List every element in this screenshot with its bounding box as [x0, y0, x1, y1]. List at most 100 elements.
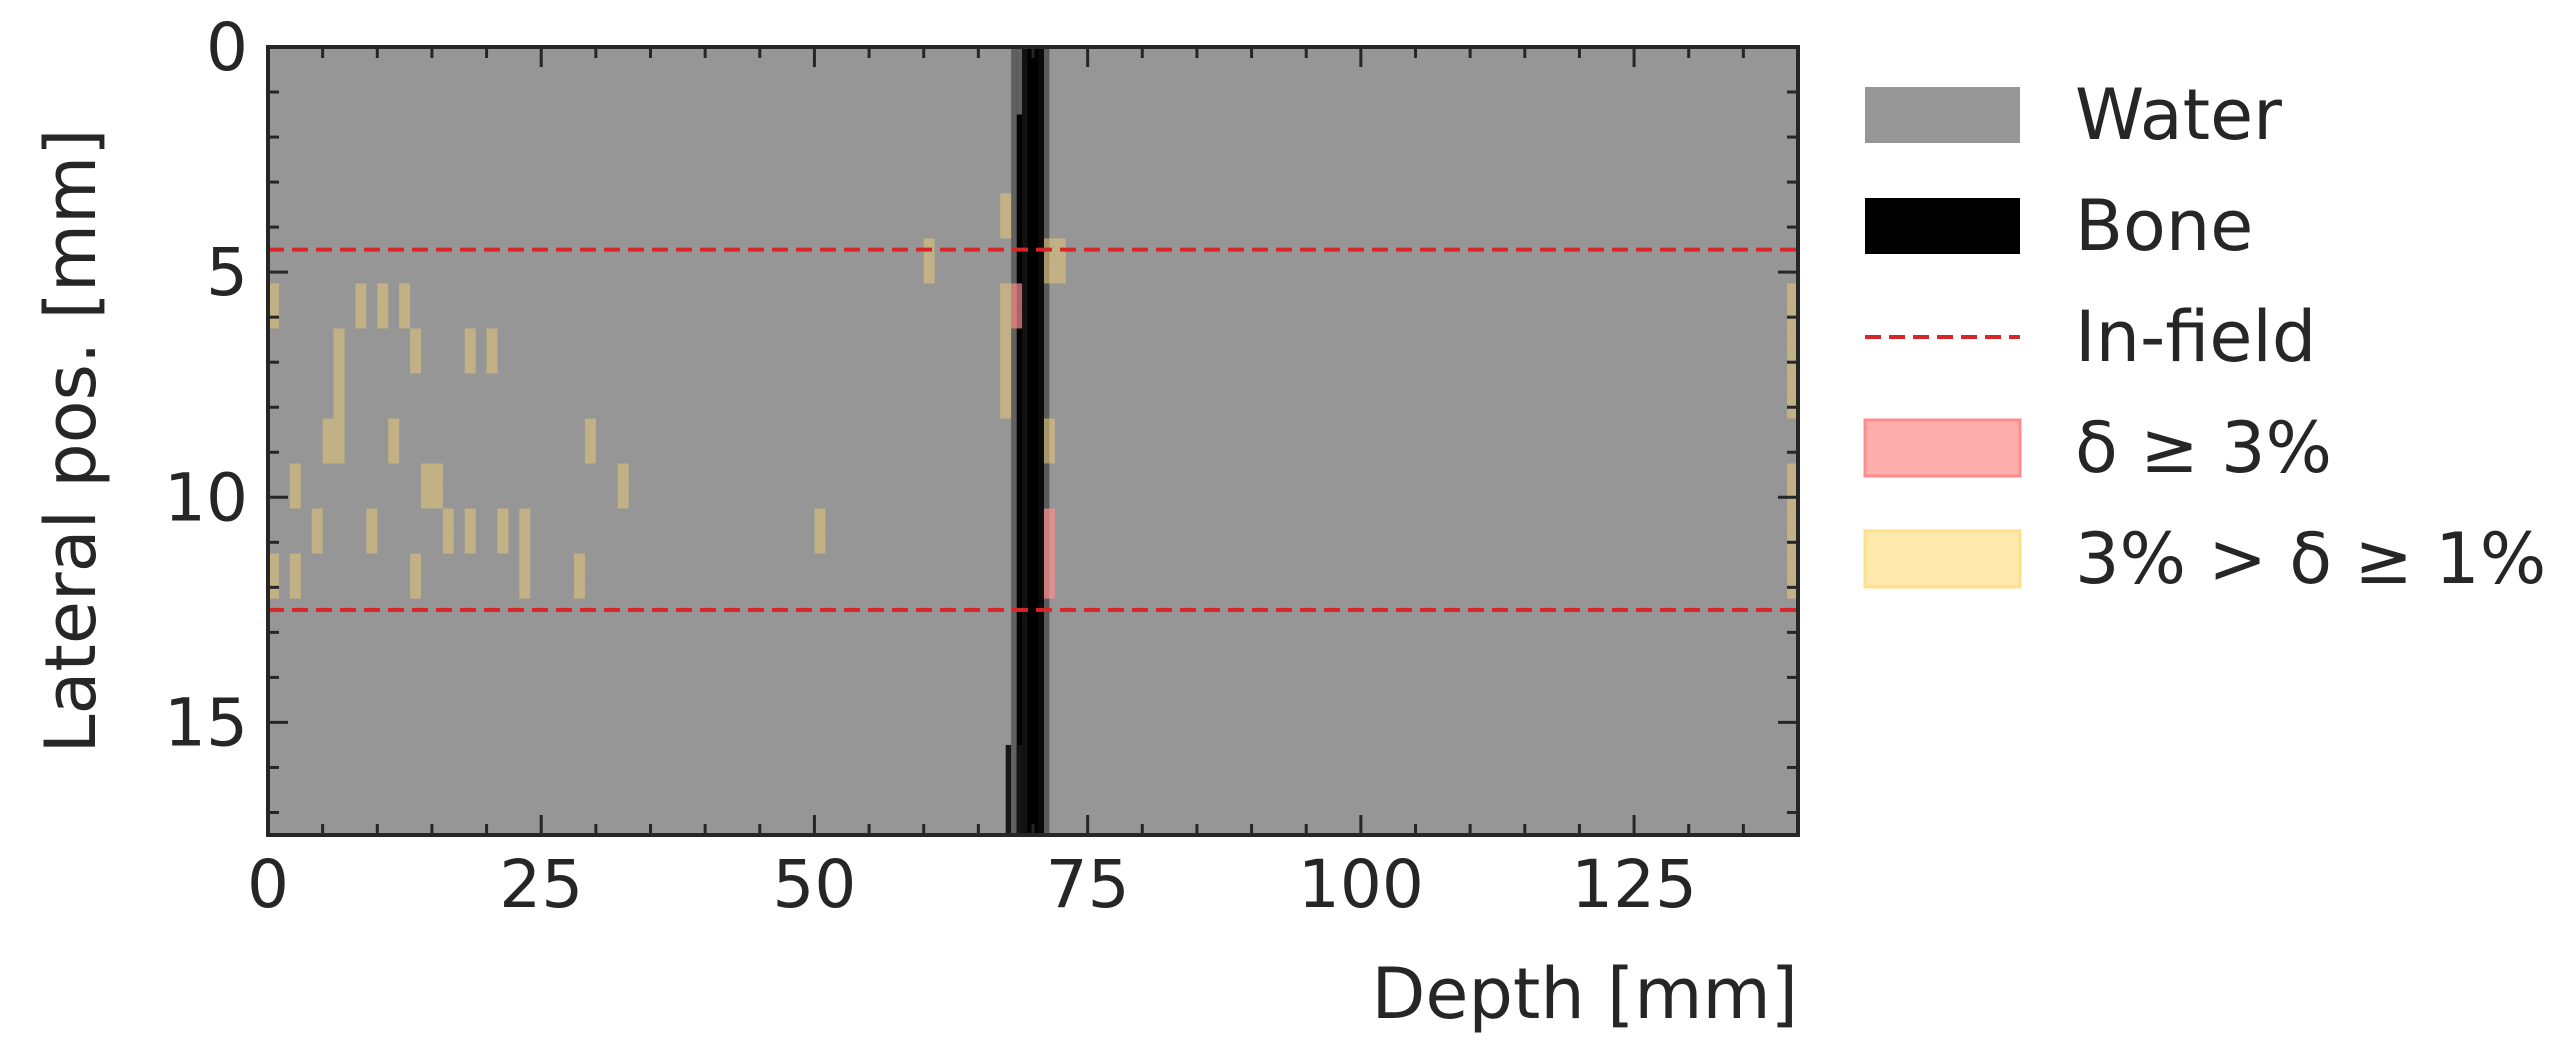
delta-1-3pct-cell [333, 350, 345, 374]
delta-1-3pct-cell [617, 486, 629, 509]
legend-entry: δ ≥ 3% [1863, 407, 2332, 489]
delta-1-3pct-cell [431, 486, 443, 509]
delta-1-3pct-cell [519, 576, 531, 599]
delta-1-3pct-cell [519, 531, 531, 554]
delta-1-3pct-cell [1000, 395, 1012, 419]
x-axis-title: Depth [mm] [1372, 953, 1798, 1035]
delta-1-3pct-cell [333, 418, 345, 441]
legend-entry: Bone [1865, 185, 2253, 267]
legend-label: In-field [2075, 296, 2316, 378]
delta-1-3pct-cell [355, 283, 367, 306]
delta-1-3pct-cell [814, 508, 826, 532]
in-field-lines [268, 247, 1798, 612]
delta-ge-3pct-cell [1043, 576, 1055, 599]
delta-1-3pct-cell [399, 305, 411, 329]
interface-column [1016, 47, 1023, 115]
delta-1-3pct-cell [1000, 283, 1012, 306]
delta-1-3pct-cell [584, 441, 596, 464]
delta-1-3pct-cell [464, 328, 476, 351]
delta-ge-3pct-cell [1043, 531, 1055, 554]
delta-1-3pct-cell [268, 553, 279, 577]
x-tick-label: 100 [1298, 846, 1424, 923]
delta-1-3pct-cell [289, 576, 301, 599]
delta-1-3pct-cell [268, 283, 279, 306]
delta-1-3pct-cell [1787, 508, 1798, 532]
y-axis-title: Lateral pos. [mm] [30, 128, 112, 753]
delta-1-3pct-cell [410, 328, 421, 351]
legend-swatch-patch [1863, 418, 2022, 478]
delta-1-3pct-cell [322, 441, 334, 464]
legend: Water Bone In-field δ ≥ 3% 3% > δ ≥ 1% [1863, 74, 2546, 600]
delta-1-3pct-cell [1054, 260, 1066, 284]
delta-1-3pct-cell [410, 576, 421, 599]
delta-1-3pct-cell [464, 531, 476, 554]
axis-tick-labels: 0 25 50 75 100 125 0 5 10 15 [164, 9, 1697, 923]
y-tick-label: 15 [164, 684, 248, 761]
x-tick-label: 25 [499, 846, 583, 923]
delta-1-3pct-cell [519, 508, 531, 532]
interface-column [1022, 47, 1028, 835]
delta-1-3pct-cell [1000, 305, 1012, 329]
interface-column [1011, 47, 1017, 835]
legend-label: δ ≥ 3% [2075, 407, 2332, 489]
plot-area [268, 47, 1798, 835]
legend-label: Bone [2075, 185, 2253, 267]
delta-1-3pct-cell [1000, 328, 1012, 351]
delta-1-3pct-cell [366, 531, 378, 554]
delta-1-3pct-cell [421, 463, 432, 487]
delta-1-3pct-cell [1787, 553, 1798, 577]
delta-1-3pct-cell [333, 441, 345, 464]
delta-1-3pct-cell [1787, 373, 1798, 396]
axis-ticks [266, 45, 1800, 835]
delta-1-3pct-cell [388, 441, 400, 464]
delta-1-3pct-cell [923, 260, 935, 284]
delta-1-3pct-cell [377, 283, 389, 306]
delta-1-3pct-cell [388, 418, 400, 441]
delta-1-3pct-cell [1043, 418, 1055, 441]
delta-ge-3pct-cell [1011, 283, 1023, 306]
delta-1-3pct-cell [486, 328, 498, 351]
legend-label: Water [2075, 74, 2282, 156]
legend-swatch-patch [1865, 198, 2020, 254]
y-tick-label: 10 [164, 459, 248, 536]
delta-1-3pct-cell [289, 463, 301, 487]
legend-entry: In-field [1865, 296, 2316, 378]
delta-1-3pct-cell [617, 463, 629, 487]
delta-1-3pct-cell [289, 553, 301, 577]
delta-1-3pct-cell [464, 508, 476, 532]
delta-1-3pct-cell [442, 508, 454, 532]
x-tick-label: 125 [1571, 846, 1697, 923]
x-tick-label: 0 [247, 846, 289, 923]
delta-1-3pct-cell [1787, 463, 1798, 487]
material-layer [268, 47, 1798, 835]
delta-ge-3pct-cell [1011, 305, 1023, 329]
delta-1-3pct-cell [333, 395, 345, 419]
delta-1-3pct-cell [574, 576, 585, 599]
delta-1-3pct-cell [333, 328, 345, 351]
interface-column [1038, 47, 1044, 835]
y-tick-label: 5 [206, 234, 248, 311]
delta-1-3pct-cell [377, 305, 389, 329]
delta-1-3pct-cell [497, 508, 509, 532]
delta-1-3pct-cell [311, 531, 323, 554]
delta-1-3pct-cell [289, 486, 301, 509]
y-tick-label: 0 [206, 9, 248, 86]
delta-1-3pct-cell [1787, 328, 1798, 351]
delta-1-3pct-cell [1000, 373, 1012, 396]
delta-1-3pct-cell [410, 350, 421, 374]
delta-ge-3pct-cell [1043, 508, 1055, 532]
delta-1-3pct-cell [519, 553, 531, 577]
delta-1-3pct-cell [1000, 215, 1012, 239]
delta-1-3pct-cell [464, 350, 476, 374]
delta-ge-3pct-cell [1043, 553, 1055, 577]
delta-1-3pct-cell [431, 463, 443, 487]
legend-swatch-patch [1863, 529, 2022, 589]
delta-1-3pct-cell [355, 305, 367, 329]
delta-1-3pct-cell [1787, 283, 1798, 306]
x-tick-label: 75 [1046, 846, 1130, 923]
delta-1-3pct-cell [442, 531, 454, 554]
delta-1-3pct-cell [1043, 441, 1055, 464]
delta-1-3pct-cell [421, 486, 432, 509]
delta-1-3pct-cell [574, 553, 585, 577]
